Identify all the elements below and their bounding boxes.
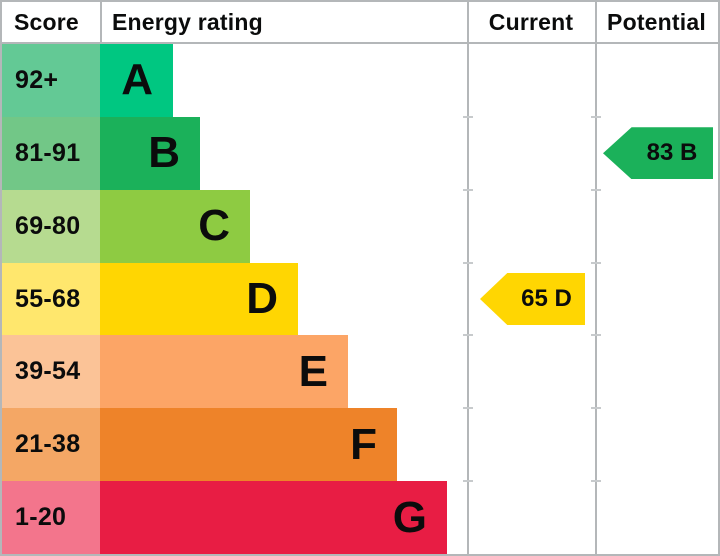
score-range-cell: 21-38	[2, 408, 100, 482]
band-bar-f: F	[100, 408, 397, 482]
row-boundary-tick	[591, 407, 601, 410]
band-row-e: 39-54 E	[2, 335, 718, 409]
current-rating-label: 65 D	[521, 285, 572, 312]
band-letter: D	[246, 274, 278, 323]
row-boundary-tick	[591, 261, 601, 264]
band-bar-a: A	[100, 44, 173, 117]
row-boundary-tick	[463, 261, 473, 264]
score-range-cell: 69-80	[2, 189, 100, 263]
band-row-f: 21-38 F	[2, 408, 718, 482]
chart-header: Score Energy rating Current Potential	[2, 2, 718, 42]
row-boundary-tick	[463, 334, 473, 337]
band-row-a: 92+ A	[2, 44, 718, 117]
band-row-b: 81-91 B	[2, 116, 718, 190]
band-bar-c: C	[100, 189, 250, 263]
band-row-c: 69-80 C	[2, 189, 718, 263]
header-score: Score	[14, 8, 79, 35]
row-boundary-tick	[463, 188, 473, 191]
band-bar-g: G	[100, 481, 447, 554]
band-letter: F	[350, 419, 377, 469]
potential-rating-label: 83 B	[646, 139, 698, 167]
divider-score-rating	[100, 2, 102, 42]
band-row-d: 55-68 D	[2, 262, 718, 336]
score-range-cell: 39-54	[2, 335, 100, 409]
header-energy-rating: Energy rating	[112, 8, 263, 35]
score-range-cell: 1-20	[2, 481, 100, 554]
band-letter: G	[392, 492, 427, 542]
row-boundary-tick	[591, 115, 601, 118]
score-range-cell: 55-68	[2, 262, 100, 336]
row-boundary-tick	[463, 480, 473, 483]
band-bar-b: B	[100, 116, 200, 190]
divider-potential-column	[595, 2, 597, 554]
band-rows: 92+ A 81-91 B 69-80 C 55-68 D 39-54 E 21-38 F 1-20 G	[2, 44, 718, 554]
band-bar-e: E	[100, 335, 348, 409]
score-range-cell: 92+	[2, 44, 100, 117]
band-row-g: 1-20 G	[2, 481, 718, 554]
header-potential: Potential	[607, 8, 706, 35]
band-bar-d: D	[100, 262, 298, 336]
score-range-cell: 81-91	[2, 116, 100, 190]
header-current: Current	[488, 8, 574, 35]
row-boundary-tick	[463, 407, 473, 410]
header-underline	[2, 42, 718, 44]
band-letter: E	[298, 346, 328, 396]
row-boundary-tick	[463, 115, 473, 118]
row-boundary-tick	[591, 334, 601, 337]
divider-current-column	[467, 2, 469, 554]
band-letter: B	[148, 128, 180, 178]
row-boundary-tick	[591, 188, 601, 191]
band-letter: C	[198, 201, 230, 251]
row-boundary-tick	[591, 480, 601, 483]
band-letter: A	[121, 55, 153, 105]
